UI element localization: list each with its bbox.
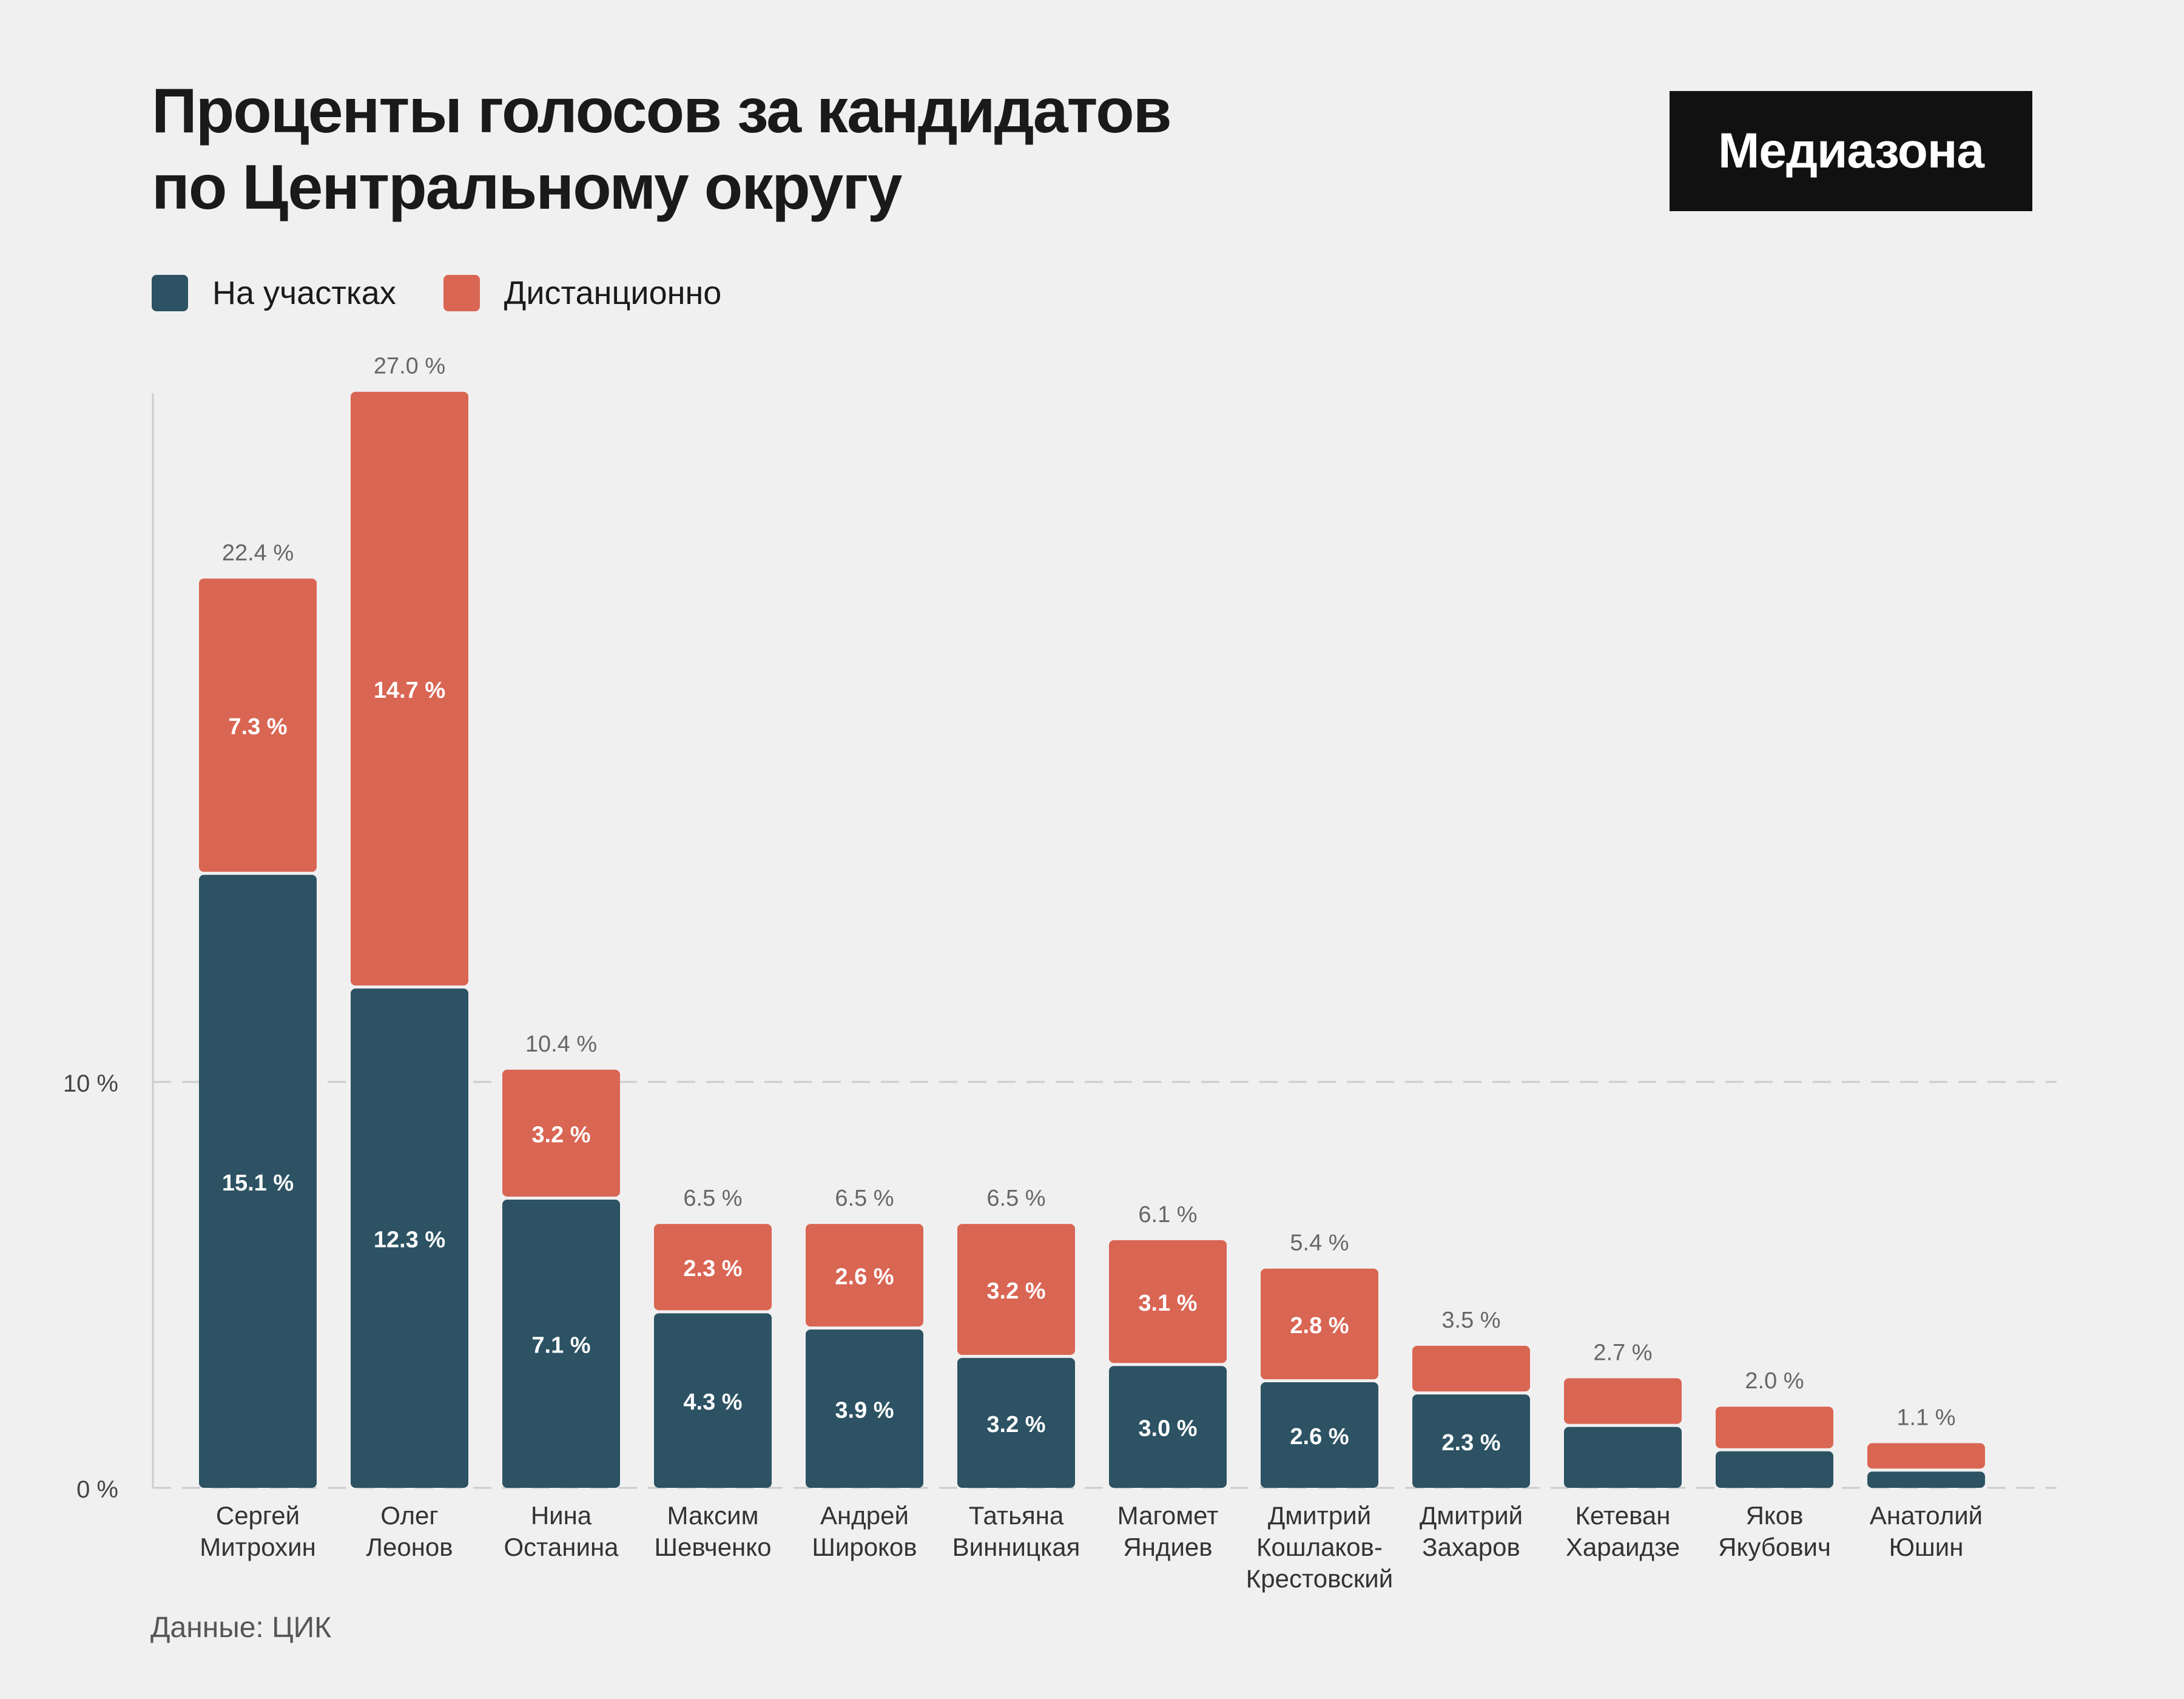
bar-total-label: 5.4 % (1290, 1231, 1349, 1256)
bar-label-remote: 2.3 % (683, 1256, 742, 1282)
bar-total-label: 2.7 % (1593, 1340, 1652, 1365)
x-category-label: Винницкая (952, 1533, 1080, 1561)
x-category-label: Андрей (820, 1501, 909, 1530)
bar-total-label: 27.0 % (374, 354, 445, 379)
bar-label-onsite: 3.2 % (986, 1412, 1045, 1437)
bar-total-label: 6.1 % (1138, 1202, 1197, 1228)
bar-label-remote: 2.8 % (1290, 1313, 1349, 1339)
bar-label-onsite: 12.3 % (374, 1228, 445, 1253)
bar-total-label: 3.5 % (1441, 1308, 1500, 1333)
bar-total-label: 6.5 % (986, 1186, 1045, 1211)
bar-label-onsite: 7.1 % (531, 1333, 590, 1359)
bar-segment-remote (654, 1224, 772, 1311)
x-category-label: Хараидзе (1566, 1533, 1680, 1561)
bar-segment-remote (502, 1069, 620, 1197)
x-category-label: Останина (504, 1533, 619, 1561)
logo-text: Медиазона (1718, 123, 1984, 178)
bar-label-onsite: 3.9 % (835, 1398, 894, 1424)
mediazona-logo: Медиазона (1670, 91, 2032, 211)
bar-label-remote: 14.7 % (374, 678, 445, 703)
legend-item-remote: Дистанционно (443, 274, 722, 312)
legend-swatch-onsite (152, 275, 188, 311)
legend-label-remote: Дистанционно (504, 275, 722, 311)
bar-segment-onsite (351, 988, 468, 1488)
x-category-label: Дмитрий (1420, 1501, 1523, 1530)
x-category-label: Сергей (216, 1501, 300, 1530)
bar-label-remote: 7.3 % (228, 714, 287, 740)
data-source: Данные: ЦИК (150, 1612, 332, 1644)
bar-segment-onsite (1412, 1394, 1530, 1488)
bar-label-onsite: 4.3 % (683, 1390, 742, 1415)
bar-label-remote: 3.2 % (986, 1278, 1045, 1304)
bar-segment-onsite (1867, 1471, 1985, 1488)
bar-total-label: 22.4 % (222, 540, 294, 566)
bar-segment-onsite (654, 1313, 772, 1488)
x-category-label: Магомет (1117, 1501, 1219, 1530)
bar-segment-onsite (806, 1329, 923, 1488)
bar-segment-remote (351, 391, 468, 986)
x-category-label: Дмитрий (1268, 1501, 1371, 1530)
legend-swatch-remote (443, 275, 480, 311)
bar-segment-remote (806, 1224, 923, 1327)
y-tick-label: 0 % (76, 1476, 118, 1503)
x-category-label: Шевченко (655, 1533, 772, 1561)
bar-segment-onsite (1564, 1427, 1682, 1488)
bar-label-onsite: 3.0 % (1138, 1416, 1197, 1442)
bar-segment-remote (1109, 1240, 1227, 1363)
bar-segment-remote (1412, 1345, 1530, 1392)
x-category-label: Якубович (1718, 1533, 1831, 1561)
x-category-label: Анатолий (1870, 1501, 1983, 1530)
x-category-label: Юшин (1889, 1533, 1964, 1561)
x-category-label: Кетеван (1576, 1501, 1671, 1530)
legend-label-onsite: На участках (212, 275, 396, 311)
bar-segment-remote (1716, 1407, 1833, 1448)
bar-label-onsite: 15.1 % (222, 1170, 294, 1196)
x-category-label: Нина (531, 1501, 592, 1530)
bar-segment-onsite (1109, 1366, 1227, 1488)
bar-label-onsite: 2.3 % (1441, 1430, 1500, 1456)
bar-segment-remote (1867, 1443, 1985, 1469)
legend-item-onsite: На участках (152, 274, 396, 312)
x-category-label: Яков (1746, 1501, 1804, 1530)
bar-segment-onsite (199, 874, 317, 1488)
x-category-label: Митрохин (200, 1533, 316, 1561)
chart-title: Проценты голосов за кандидатов по Центра… (152, 73, 1172, 226)
x-category-label: Широков (812, 1533, 917, 1561)
bar-label-remote: 2.6 % (835, 1265, 894, 1290)
x-category-label: Олег (380, 1501, 438, 1530)
bar-total-label: 10.4 % (525, 1032, 597, 1057)
bar-segment-remote (957, 1224, 1075, 1355)
bar-total-label: 6.5 % (683, 1186, 742, 1211)
x-category-label: Яндиев (1123, 1533, 1212, 1561)
bar-segment-onsite (957, 1357, 1075, 1488)
x-category-label: Кошлаков- (1256, 1533, 1383, 1561)
chart-title-line-2: по Центральному округу (152, 152, 902, 223)
bar-total-label: 1.1 % (1896, 1405, 1955, 1430)
bar-segment-remote (199, 578, 317, 872)
bar-segment-onsite (1716, 1451, 1833, 1488)
x-category-label: Леонов (366, 1533, 453, 1561)
bar-label-onsite: 2.6 % (1290, 1424, 1349, 1450)
y-tick-label: 10 % (63, 1070, 118, 1097)
chart-title-line-1: Проценты голосов за кандидатов (152, 76, 1172, 146)
bar-label-remote: 3.2 % (531, 1122, 590, 1147)
x-category-label: Татьяна (969, 1501, 1064, 1530)
chart-legend: На участках Дистанционно (152, 274, 769, 312)
bar-segment-remote (1564, 1378, 1682, 1424)
x-category-label: Максим (667, 1501, 759, 1530)
x-category-label: Захаров (1422, 1533, 1520, 1561)
bar-total-label: 2.0 % (1745, 1368, 1804, 1394)
bar-segment-remote (1261, 1268, 1378, 1380)
bar-segment-onsite (1261, 1382, 1378, 1488)
x-category-label: Крестовский (1246, 1564, 1393, 1593)
bar-segment-onsite (502, 1200, 620, 1488)
bar-label-remote: 3.1 % (1138, 1291, 1197, 1316)
bar-total-label: 6.5 % (835, 1186, 894, 1211)
